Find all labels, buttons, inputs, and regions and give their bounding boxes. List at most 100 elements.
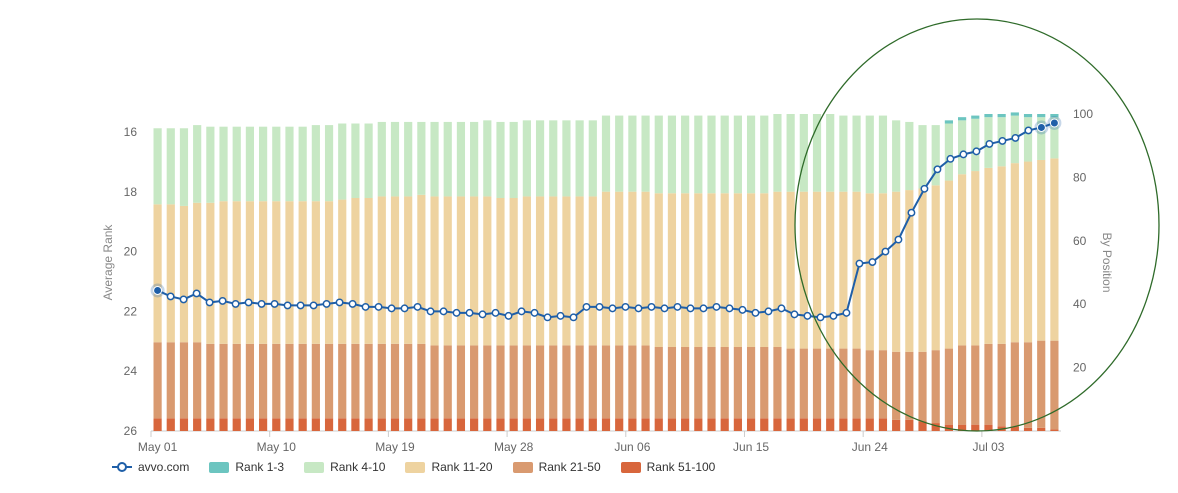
- legend-swatch: [209, 461, 230, 473]
- line-point: [920, 184, 929, 193]
- bar-segment: [905, 121, 914, 191]
- bar-segment: [522, 345, 531, 419]
- x-tick-label: Jun 06: [614, 440, 650, 454]
- x-tick-label: May 19: [375, 440, 415, 454]
- bar-segment: [272, 343, 281, 419]
- bar-segment: [786, 418, 795, 431]
- bar-segment: [707, 347, 716, 419]
- bar-segment: [179, 205, 189, 343]
- line-point: [257, 299, 266, 308]
- bar-segment: [338, 418, 347, 431]
- bar-segment: [971, 115, 980, 119]
- bar-segment: [390, 343, 400, 419]
- line-point: [179, 295, 188, 304]
- legend-item-rank-4-10[interactable]: Rank 4-10: [304, 460, 385, 474]
- bar-segment: [193, 342, 202, 419]
- bar-segment: [852, 348, 861, 419]
- bar-segment: [628, 191, 637, 346]
- bar-segment: [694, 347, 703, 419]
- bar-segment: [918, 188, 927, 352]
- bar-segment: [1037, 427, 1046, 431]
- bars-group: [153, 112, 1059, 431]
- legend-item-rank-1-3[interactable]: Rank 1-3: [209, 460, 284, 474]
- bar-segment: [944, 348, 953, 425]
- line-point: [569, 313, 578, 322]
- bar-segment: [219, 126, 228, 202]
- bar-segment: [377, 196, 386, 344]
- bar-segment: [1023, 117, 1033, 162]
- bar-segment: [562, 120, 571, 197]
- bar-segment: [219, 343, 228, 419]
- bar-segment: [984, 343, 993, 425]
- bar-segment: [1050, 114, 1059, 118]
- line-point: [673, 302, 682, 311]
- bar-segment: [549, 418, 558, 431]
- bar-segment: [918, 351, 927, 422]
- legend-item-avvo[interactable]: avvo.com: [112, 460, 189, 474]
- bar-segment: [746, 418, 756, 431]
- line-point: [387, 304, 396, 313]
- line-point: [738, 305, 747, 314]
- bar-segment: [219, 418, 228, 431]
- bar-segment: [760, 115, 769, 194]
- line-point: [426, 307, 435, 316]
- line-point: [608, 304, 617, 313]
- bar-segment: [351, 198, 360, 344]
- bar-segment: [733, 347, 742, 419]
- bar-segment: [826, 418, 835, 431]
- bar-segment: [892, 351, 901, 420]
- bar-segment: [193, 418, 202, 431]
- bar-segment: [878, 418, 888, 431]
- bar-segment: [522, 196, 531, 346]
- legend-item-rank-51-100[interactable]: Rank 51-100: [620, 460, 715, 474]
- bar-segment: [311, 125, 320, 202]
- x-tick-label: Jun 15: [733, 440, 769, 454]
- line-point: [556, 311, 565, 320]
- bar-segment: [562, 345, 571, 419]
- bar-segment: [179, 128, 189, 206]
- bar-segment: [997, 343, 1006, 427]
- bar-segment: [1037, 114, 1046, 118]
- bar-segment: [232, 418, 241, 431]
- bar-segment: [865, 115, 874, 194]
- bar-segment: [232, 201, 241, 344]
- bar-segment: [720, 418, 729, 431]
- line-point: [439, 307, 448, 316]
- legend-label: Rank 21-50: [538, 460, 601, 474]
- bar-segment: [549, 196, 558, 346]
- right-tick-label: 40: [1073, 297, 1087, 311]
- bar-segment: [1010, 342, 1019, 427]
- bar-segment: [483, 345, 492, 419]
- bar-segment: [786, 114, 795, 192]
- bar-segment: [245, 343, 254, 419]
- bar-segment: [259, 126, 268, 202]
- legend-item-rank-11-20[interactable]: Rank 11-20: [405, 460, 493, 474]
- bar-segment: [1010, 426, 1019, 431]
- bar-segment: [944, 180, 953, 349]
- bar-segment: [470, 345, 479, 419]
- bar-segment: [338, 199, 347, 344]
- bar-segment: [971, 171, 980, 346]
- x-tick-label: Jul 03: [972, 440, 1004, 454]
- bar-segment: [259, 418, 268, 431]
- bar-segment: [812, 114, 822, 192]
- bar-segment: [958, 174, 967, 346]
- legend-item-rank-21-50[interactable]: Rank 21-50: [512, 460, 601, 474]
- bar-segment: [971, 424, 980, 431]
- bar-segment: [509, 198, 518, 346]
- bar-segment: [1010, 163, 1019, 343]
- right-axis-title: By Position: [1100, 232, 1114, 292]
- bar-segment: [839, 348, 848, 419]
- bar-segment: [892, 120, 901, 192]
- bar-segment: [166, 128, 175, 205]
- bar-segment: [483, 120, 492, 197]
- bar-segment: [826, 114, 835, 192]
- left-axis-title: Average Rank: [101, 224, 115, 301]
- bar-segment: [944, 424, 953, 431]
- line-point: [374, 302, 383, 311]
- line-point: [764, 307, 773, 316]
- bar-segment: [245, 418, 254, 431]
- bar-segment: [575, 196, 584, 346]
- bar-segment: [245, 201, 254, 344]
- bar-segment: [496, 345, 505, 419]
